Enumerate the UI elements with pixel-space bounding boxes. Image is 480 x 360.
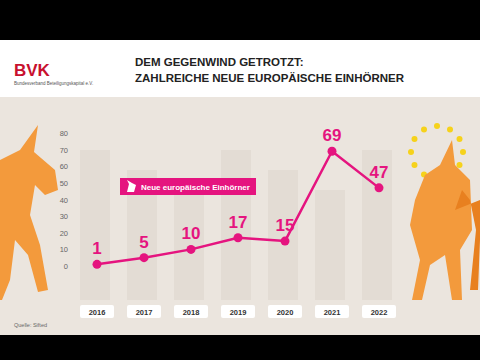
legend-icon	[127, 180, 136, 192]
bg-column	[315, 190, 345, 300]
point	[187, 245, 196, 254]
x-label-box	[315, 305, 349, 318]
plot-bg	[0, 97, 480, 335]
bg-column	[221, 150, 251, 300]
eu-star	[421, 126, 427, 132]
logo: BVK	[14, 61, 51, 80]
data-label: 47	[370, 163, 389, 182]
x-label-box	[80, 305, 114, 318]
x-label-box	[221, 305, 255, 318]
unicorn-left	[0, 125, 58, 300]
eu-star	[457, 136, 463, 142]
x-tick-label: 2018	[183, 308, 200, 317]
header-bg	[0, 40, 480, 97]
eu-star	[447, 126, 453, 132]
x-label-box	[268, 305, 302, 318]
data-label: 17	[229, 213, 248, 232]
legend-box	[120, 178, 256, 195]
data-label: 15	[276, 216, 295, 235]
title-line: ZAHLREICHE NEUE EUROPÄISCHE EINHÖRNER	[135, 72, 405, 84]
eu-star	[411, 162, 417, 168]
root: BVKBundesverband Beteiligungskapital e.V…	[0, 0, 480, 360]
marks	[93, 147, 384, 269]
data-label: 69	[323, 126, 342, 145]
y-tick-label: 80	[60, 129, 68, 138]
y-tick-label: 30	[60, 212, 68, 221]
y-tick-label: 70	[60, 146, 68, 155]
y-tick-label: 40	[60, 196, 68, 205]
y-tick-label: 60	[60, 162, 68, 171]
eu-star	[411, 136, 417, 142]
point	[328, 147, 337, 156]
labels: 151017156947	[92, 126, 388, 258]
eu-star	[434, 123, 440, 129]
legend-label: Neue europäische Einhörner	[141, 183, 250, 192]
unicorn-right-2	[455, 190, 480, 290]
eu-star	[408, 149, 414, 155]
bg-column	[80, 150, 110, 300]
point	[140, 253, 149, 262]
y-tick-label: 0	[64, 262, 68, 271]
data-label: 10	[182, 224, 201, 243]
x-label-box	[174, 305, 208, 318]
unicorn-right	[410, 140, 472, 300]
x-label-box	[127, 305, 161, 318]
source: Quelle: Sifted	[14, 322, 47, 328]
x-label-box	[362, 305, 396, 318]
x-tick-label: 2020	[277, 308, 294, 317]
x-tick-label: 2019	[230, 308, 247, 317]
x-tick-label: 2022	[371, 308, 388, 317]
point	[375, 183, 384, 192]
y-tick-label: 10	[60, 245, 68, 254]
data-label: 1	[92, 239, 101, 258]
bg-column	[268, 170, 298, 300]
data-label: 5	[139, 233, 148, 252]
logo-subtitle: Bundesverband Beteiligungskapital e.V.	[14, 81, 93, 86]
letterbox	[0, 0, 480, 360]
point	[281, 237, 290, 246]
eu-star	[457, 162, 463, 168]
legend: Neue europäische Einhörner	[120, 178, 256, 195]
title-line: DEM GEGENWIND GETROTZT:	[135, 56, 304, 68]
y-tick-label: 50	[60, 179, 68, 188]
point	[93, 260, 102, 269]
x-tick-label: 2016	[89, 308, 106, 317]
eu-star	[460, 149, 466, 155]
series-line	[97, 151, 379, 264]
x-tick-label: 2017	[136, 308, 153, 317]
bg-column	[174, 190, 204, 300]
y-tick-label: 20	[60, 229, 68, 238]
x-tick-label: 2021	[324, 308, 341, 317]
bg-column	[362, 150, 392, 300]
point	[234, 233, 243, 242]
chart: BVKBundesverband Beteiligungskapital e.V…	[0, 0, 480, 360]
title: DEM GEGENWIND GETROTZT: ZAHLREICHE NEUE E…	[135, 56, 405, 84]
